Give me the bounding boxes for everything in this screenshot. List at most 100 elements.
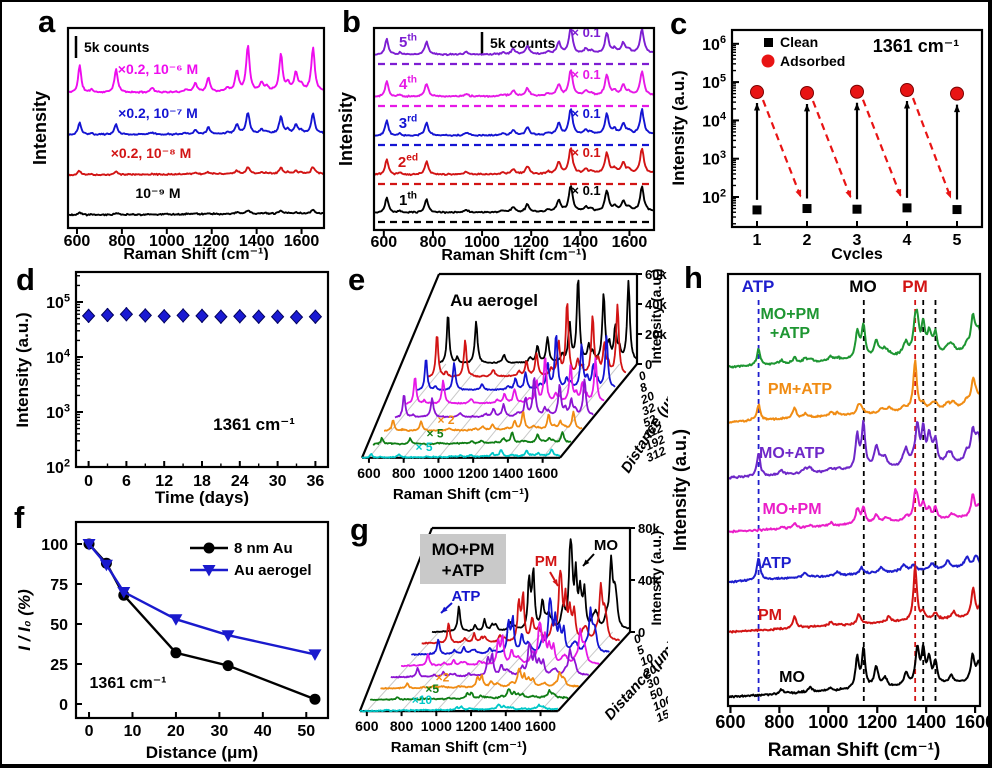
x-tick-label: 1400 (906, 712, 946, 732)
adsorbed-marker (950, 86, 964, 101)
waterfall-curve-4 (394, 377, 594, 419)
multiplier-label: × 0.1 (571, 183, 600, 198)
x-axis-title: Raman Shift (cm⁻¹) (393, 486, 529, 503)
data-marker (169, 614, 183, 626)
waterfall-curve-7 (361, 448, 561, 459)
series-label: 10⁻⁹ M (135, 185, 180, 201)
x-tick-label: 800 (392, 465, 416, 481)
waterfall-curve-4 (390, 642, 590, 679)
y-axis-title: Intensity (30, 91, 50, 165)
multiplier-label: ×2 (436, 671, 450, 685)
adsorb-arrow-down (811, 100, 853, 199)
multiplier-label: × 0.1 (571, 67, 600, 82)
z-tick-label: 40k (638, 573, 660, 588)
z-tick-label: 80k (638, 521, 660, 536)
series-label: MO+PM (760, 306, 819, 323)
cycle-ordinal-label: 2ed (398, 153, 418, 171)
x-axis-title: Raman Shift (cm⁻¹) (123, 246, 268, 260)
frame-left-diagonal (358, 527, 434, 712)
x-axis-title: Raman Shift (cm⁻¹) (391, 739, 527, 756)
waterfall-curve-6 (369, 688, 569, 701)
floor-grid (542, 363, 621, 459)
x-tick-label: 24 (231, 473, 249, 490)
legend-clean-marker (764, 38, 773, 47)
distance-tick-label: 20 (640, 662, 659, 681)
series-label: ×0.2, 10⁻⁶ M (118, 61, 198, 77)
y-tick-label: 100 (41, 537, 68, 554)
panel-letter-b: b (342, 4, 361, 39)
label: 104 (702, 111, 726, 131)
y-tick-label: 0 (59, 697, 68, 714)
data-marker (202, 565, 216, 577)
x-tick-label: 12 (155, 473, 173, 490)
x-axis-title: Cycles (831, 246, 883, 260)
spectrum-1 (374, 69, 655, 98)
clean-marker (802, 204, 812, 214)
mo-arrow-head (583, 559, 590, 566)
x-axis-title: Raman Shift (cm⁻¹) (768, 740, 941, 761)
frame-right-diagonal (557, 631, 631, 712)
spectrum-2 (373, 108, 654, 137)
waterfall-curve-1 (421, 569, 621, 645)
x-tick-label: 30 (210, 723, 228, 740)
label: 105 (46, 292, 70, 312)
adsorbed-marker (800, 85, 814, 100)
legend-clean-label: Clean (780, 34, 818, 50)
label: 106 (702, 34, 726, 54)
stability-marker (195, 308, 209, 324)
x-tick-label: 1600 (525, 718, 556, 734)
z-tick-label: 0 (645, 357, 652, 372)
x-tick-label: 40 (254, 723, 272, 740)
frame-right-diagonal (559, 363, 638, 459)
x-tick-label: 600 (715, 712, 745, 732)
panel-a-concentration-spectra: 600 800 1000 1200 1400 1600 Raman Shift (cm⁻¹)… (30, 26, 326, 260)
x-tick-label: 1400 (239, 233, 275, 250)
spectrum-3 (373, 147, 655, 177)
clean-marker (852, 204, 862, 214)
regeneration-arrow-up-head (904, 101, 910, 109)
y-axis-title: Intensity (336, 92, 356, 166)
x-tick-label: 1400 (490, 718, 521, 734)
distance-tick-label: 30 (644, 673, 662, 691)
stability-marker (308, 309, 323, 324)
x-tick-label: 1600 (527, 465, 558, 481)
stability-marker (138, 308, 152, 323)
x-tick-label: 1600 (284, 233, 320, 250)
x-tick-label: 800 (109, 233, 136, 250)
mixture-spectrum-4 (727, 554, 981, 584)
data-marker (203, 542, 215, 554)
cycle-ordinal-label: 5th (399, 33, 417, 51)
z-tick-label: 40k (645, 297, 667, 312)
data-marker (82, 539, 96, 551)
cycle-ordinal-label: 3rd (399, 114, 418, 132)
x-tick-label: 5 (953, 232, 962, 249)
waterfall-curve-3 (401, 621, 600, 668)
series-label: MO+ATP (759, 445, 825, 462)
waterfall-curve-3 (405, 357, 605, 405)
waterfall-curve-6 (372, 431, 572, 446)
multiplier-label: × 0.1 (571, 145, 600, 160)
scalebar-label: 5k counts (84, 39, 150, 55)
panel-c-cycles-intensity: 102 103 104 105 106 1 2 3 4 5 Cycles Intensity (a.u… (669, 28, 984, 260)
x-tick-label: 20 (167, 723, 185, 740)
distance-tick-label: 20 (638, 388, 657, 407)
x-tick-label: 50 (297, 723, 315, 740)
legend-label: 8 nm Au (234, 540, 293, 557)
x-tick-label: 1 (753, 232, 762, 249)
distance-tick-label: 32 (640, 400, 658, 418)
panel-b-cycle-spectra: 600 800 1000 1200 1400 1600 Raman Shift (cm⁻¹)… (336, 25, 656, 260)
mixture-spectrum-6 (727, 644, 981, 699)
regeneration-arrow-up-head (854, 102, 860, 111)
series-label: ×0.2, 10⁻⁷ M (118, 105, 198, 121)
floor-grid (368, 363, 447, 459)
spectrum-0 (373, 27, 654, 57)
series-label: PM+ATP (768, 381, 832, 398)
top-label-mo: MO (849, 277, 876, 296)
multiplier-label: × 5 (415, 440, 432, 454)
series-label: MO+PM (762, 501, 821, 518)
x-tick-label: 1200 (857, 712, 897, 732)
stability-marker (289, 309, 304, 325)
annotation-wavenumber: 1361 cm⁻¹ (213, 415, 295, 434)
scalebar-label: 5k counts (490, 35, 556, 51)
